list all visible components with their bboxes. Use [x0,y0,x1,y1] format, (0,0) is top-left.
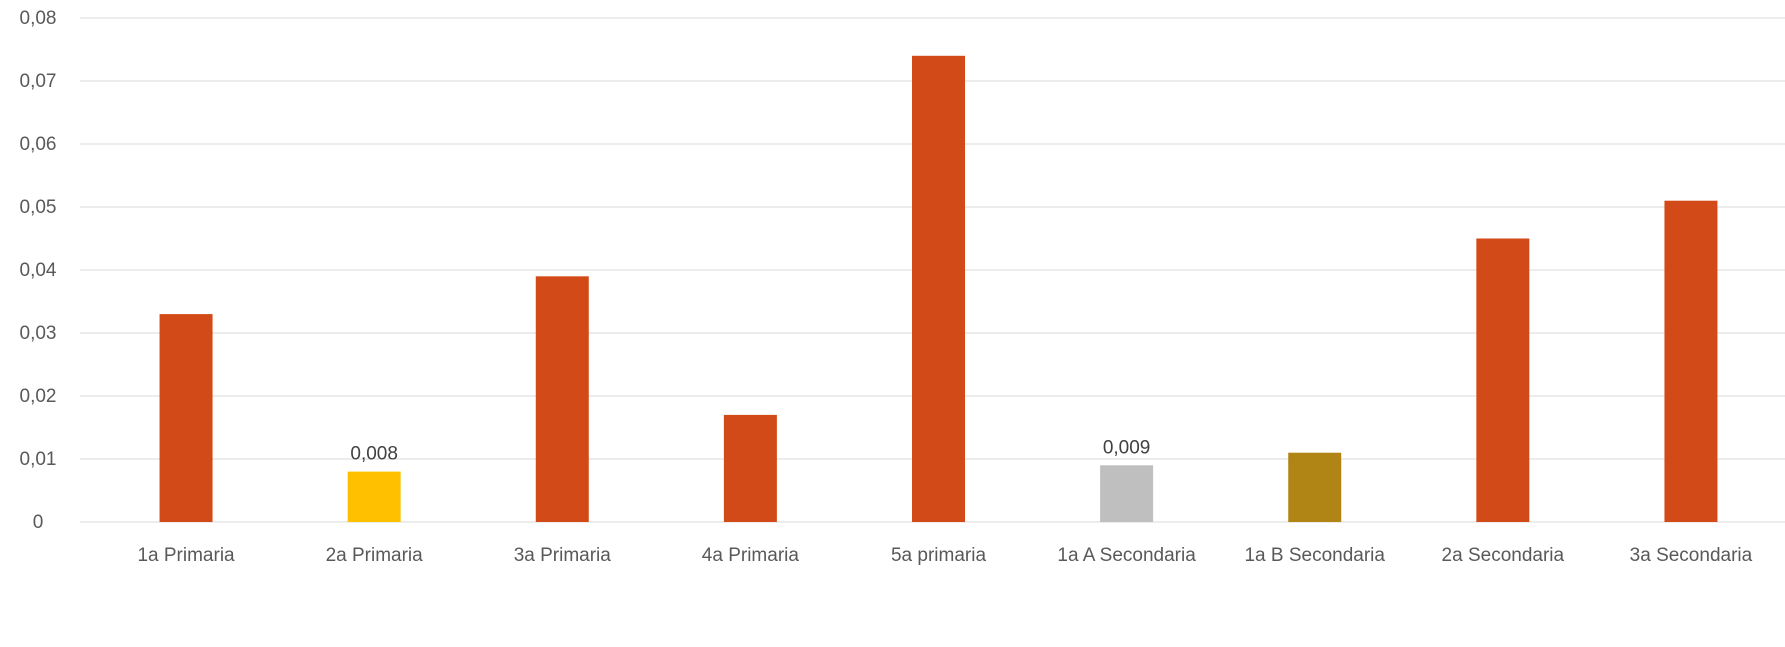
x-tick-label: 2a Secondaria [1442,545,1565,566]
data-label: 0,009 [1103,437,1151,458]
y-tick-label: 0,06 [20,134,57,155]
bar [535,276,589,522]
bar [912,55,965,523]
bar [347,471,401,522]
bar [1476,238,1530,522]
bars [159,55,1718,523]
y-tick-label: 0,01 [20,449,57,470]
x-tick-label: 1a B Secondaria [1244,545,1385,566]
bar [1664,200,1718,522]
x-tick-label: 1a A Secondaria [1057,545,1196,566]
x-axis: 1a Primaria 2a Primaria 3a Primaria 4a Prim… [137,545,1752,566]
x-tick-label: 2a Primaria [326,545,424,566]
bar [159,314,213,522]
y-tick-label: 0,04 [20,260,57,281]
x-tick-label: 1a Primaria [137,545,235,566]
y-tick-label: 0,03 [20,323,57,344]
data-labels: 0,008 0,009 [350,437,1150,464]
y-tick-label: 0,05 [20,197,57,218]
y-tick-label: 0,07 [20,71,57,92]
x-tick-label: 3a Secondaria [1630,545,1753,566]
bar [1288,452,1342,522]
data-label: 0,008 [350,444,398,465]
x-tick-label: 3a Primaria [514,545,612,566]
y-tick-label: 0 [33,512,44,533]
x-tick-label: 5a primaria [891,545,986,566]
y-tick-label: 0,02 [20,386,57,407]
bar [1100,465,1154,522]
bar [723,414,777,522]
y-tick-label: 0,08 [20,8,57,29]
x-tick-label: 4a Primaria [702,545,800,566]
y-axis: 0 0,01 0,02 0,03 0,04 0,05 0,06 0,07 0,08 [20,8,57,533]
